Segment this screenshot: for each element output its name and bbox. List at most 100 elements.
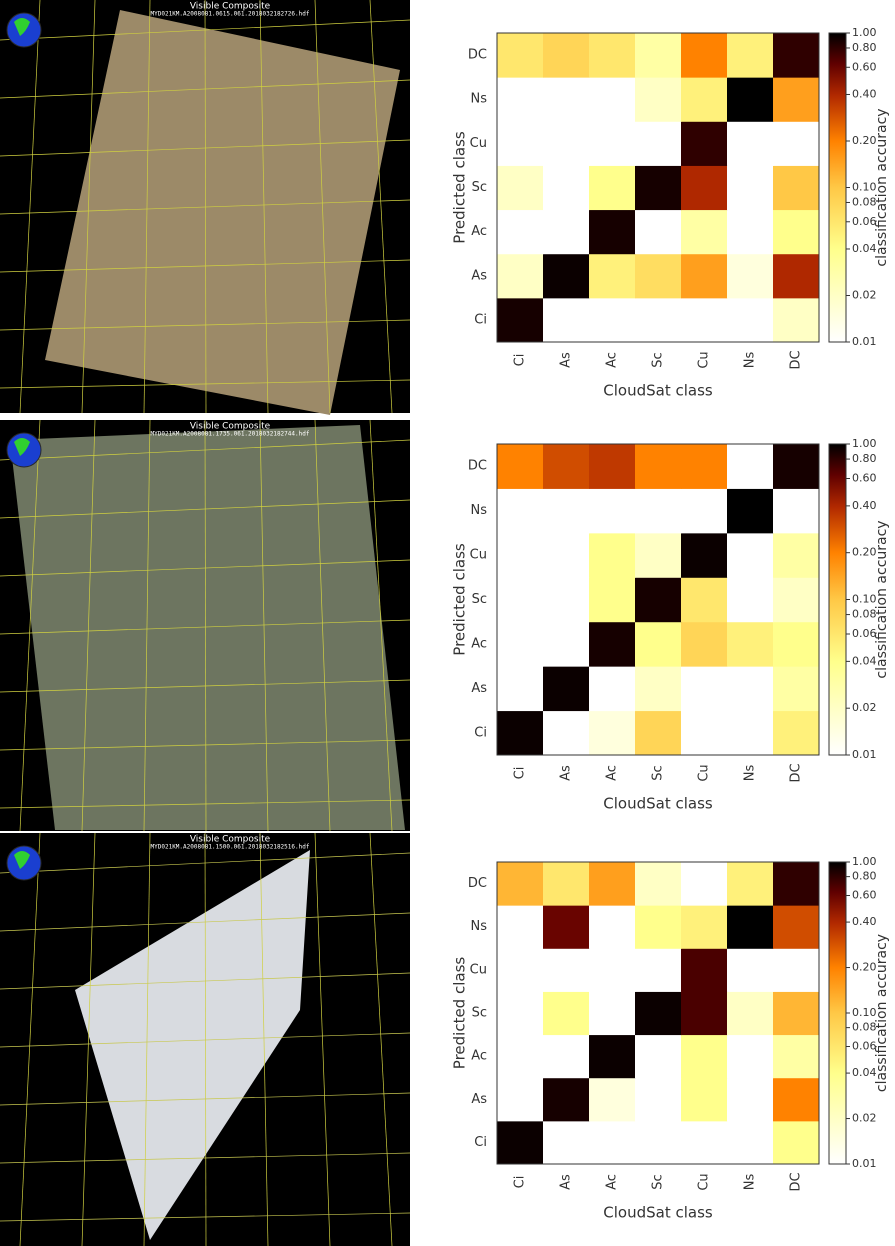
x-axis-label: CloudSat class — [603, 1204, 713, 1222]
heatmap-cell — [589, 488, 636, 533]
y-tick-label: Sc — [472, 592, 487, 607]
heatmap-cell — [635, 711, 682, 756]
heatmap-cell — [773, 444, 820, 489]
heatmap-cell — [635, 165, 682, 210]
heatmap-cell — [635, 905, 682, 949]
heatmap-cell — [497, 991, 544, 1035]
heatmap-cell — [727, 577, 774, 622]
heatmap-cell — [773, 533, 820, 578]
heatmap-cell — [635, 77, 682, 122]
y-tick-label: Ns — [471, 92, 488, 107]
colorbar-tick-label: 0.08 — [852, 1021, 877, 1034]
heatmap-cell — [589, 298, 636, 343]
heatmap-cell — [773, 254, 820, 299]
heatmap-cell — [681, 488, 728, 533]
heatmap-cell — [497, 77, 544, 122]
heatmap-cell — [681, 210, 728, 255]
heatmap-cell — [589, 533, 636, 578]
x-tick-label: As — [559, 352, 574, 368]
y-tick-label: Ac — [471, 1049, 487, 1064]
heatmap-cell — [589, 991, 636, 1035]
heatmap-cell — [497, 1078, 544, 1122]
x-tick-label: As — [559, 1174, 574, 1190]
heatmap-cell — [635, 862, 682, 906]
heatmap-cell — [589, 1078, 636, 1122]
y-tick-label: Sc — [472, 180, 487, 195]
heatmap-cell — [773, 991, 820, 1035]
heatmap-cell — [543, 991, 590, 1035]
heatmap-cell — [497, 711, 544, 756]
heatmap-cell — [635, 622, 682, 667]
heatmap-cell — [589, 905, 636, 949]
image-file: MYD021KM.A2008081.1500.061.2018032182516… — [151, 844, 310, 851]
colorbar-tick-label: 0.04 — [852, 1066, 877, 1079]
heatmap-cell — [727, 666, 774, 711]
y-tick-label: As — [471, 1092, 487, 1107]
colorbar-label: classification accuracy — [874, 108, 890, 266]
x-tick-label: Cu — [697, 351, 712, 368]
x-tick-label: DC — [789, 1172, 804, 1191]
heatmap-cell — [589, 1121, 636, 1165]
x-tick-label: DC — [789, 350, 804, 369]
colorbar-tick-label: 0.10 — [852, 181, 877, 194]
x-tick-label: Ac — [605, 765, 620, 781]
heatmap-cell — [497, 33, 544, 78]
heatmap-cell — [497, 533, 544, 578]
colorbar-tick-label: 0.60 — [852, 888, 877, 901]
heatmap-cell — [727, 991, 774, 1035]
heatmap-cell — [497, 577, 544, 622]
heatmap-cell — [543, 121, 590, 166]
heatmap-cell — [773, 77, 820, 122]
heatmap-cell — [681, 1035, 728, 1079]
colorbar-tick-label: 0.01 — [852, 335, 877, 348]
heatmap-cell — [543, 948, 590, 992]
heatmap-cell — [681, 444, 728, 489]
heatmap-cell — [589, 1035, 636, 1079]
y-tick-label: As — [471, 268, 487, 283]
heatmap-cell — [727, 298, 774, 343]
y-tick-label: Ci — [474, 725, 487, 740]
heatmap-cell — [589, 622, 636, 667]
x-tick-label: Ns — [743, 765, 758, 782]
heatmap-cell — [589, 254, 636, 299]
heatmap-cell — [589, 711, 636, 756]
colorbar-tick-label: 0.02 — [852, 1112, 877, 1125]
x-tick-label: Cu — [697, 764, 712, 781]
heatmap-cell — [727, 77, 774, 122]
colorbar-tick-label: 0.06 — [852, 1039, 877, 1052]
heatmap-cell — [543, 1121, 590, 1165]
heatmap-cell — [543, 577, 590, 622]
y-tick-label: DC — [468, 459, 487, 474]
heatmap-cell — [543, 622, 590, 667]
y-tick-label: Cu — [470, 962, 487, 977]
heatmap-cell — [635, 948, 682, 992]
figure: Visible CompositeMYD021KM.A2008081.0615.… — [0, 0, 895, 1246]
heatmap-cell — [589, 33, 636, 78]
colorbar — [829, 33, 846, 342]
colorbar-tick-label: 0.40 — [852, 87, 877, 100]
heatmap-cell — [497, 622, 544, 667]
heatmap-cell — [543, 905, 590, 949]
heatmap-cell — [497, 444, 544, 489]
heatmap-cell — [543, 165, 590, 210]
heatmap-cell — [727, 1035, 774, 1079]
heatmap-cell — [773, 862, 820, 906]
heatmap-cell — [635, 1035, 682, 1079]
heatmap-cell — [635, 533, 682, 578]
x-tick-label: Ci — [513, 767, 528, 780]
y-tick-label: Ac — [471, 224, 487, 239]
heatmap-cell — [543, 1035, 590, 1079]
heatmap-cell — [589, 577, 636, 622]
heatmap-cell — [681, 77, 728, 122]
y-axis-label: Predicted class — [451, 131, 469, 244]
colorbar-tick-label: 0.08 — [852, 608, 877, 621]
colorbar-tick-label: 1.00 — [852, 855, 877, 868]
heatmap-cell — [773, 905, 820, 949]
x-tick-label: Cu — [697, 1173, 712, 1190]
colorbar-tick-label: 1.00 — [852, 437, 877, 450]
x-tick-label: Ns — [743, 1174, 758, 1191]
x-tick-label: Ac — [605, 352, 620, 368]
colorbar-tick-label: 0.04 — [852, 654, 877, 667]
heatmap-cell — [497, 1035, 544, 1079]
colorbar-tick-label: 0.01 — [852, 748, 877, 761]
